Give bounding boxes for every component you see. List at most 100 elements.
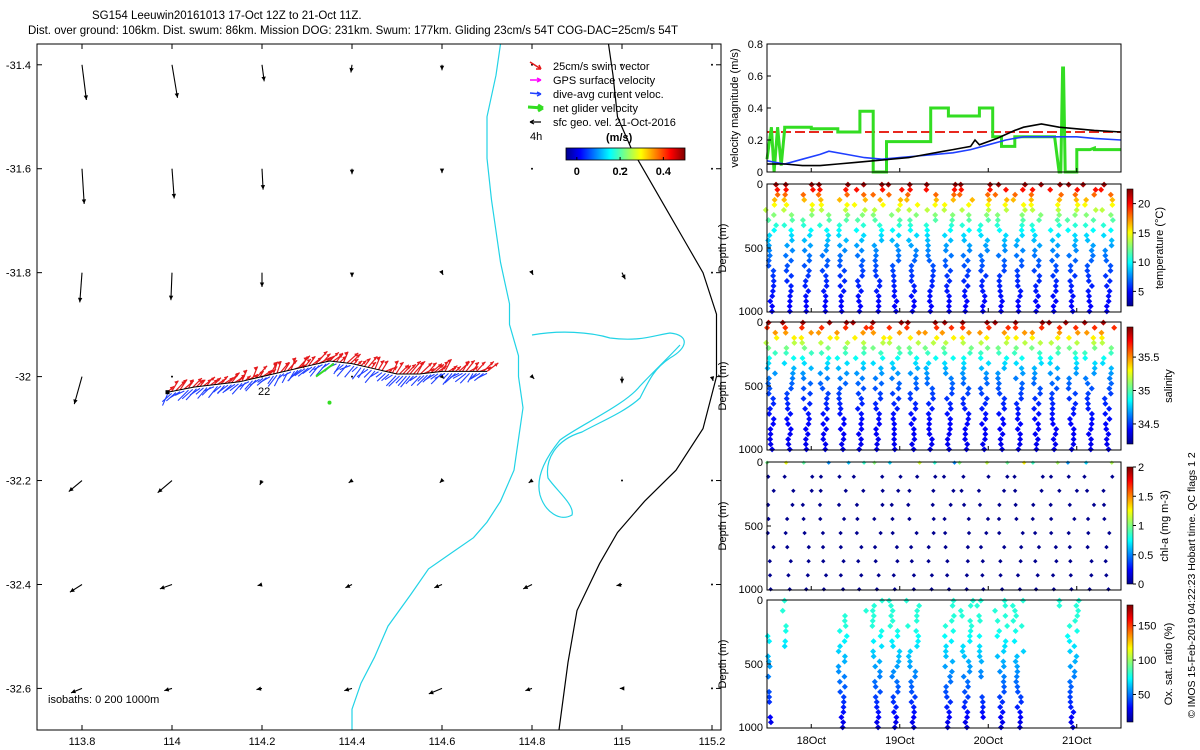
profile-point	[1103, 308, 1110, 315]
profile-point	[964, 257, 971, 264]
profile-point	[999, 719, 1006, 726]
map-xtick-label: 115.2	[699, 736, 726, 748]
profile-point	[907, 516, 912, 522]
profile-point	[791, 488, 796, 493]
profile-point	[1067, 421, 1074, 428]
profile-point	[842, 206, 849, 213]
swim-vector-head	[494, 362, 499, 367]
profile-point	[1089, 559, 1094, 564]
profile-point	[1031, 365, 1038, 372]
profile-point	[999, 298, 1006, 305]
profile-point	[788, 227, 795, 234]
profile-point	[996, 516, 1002, 522]
profile-point	[959, 324, 966, 331]
time-tick-label: 18Oct	[797, 735, 826, 747]
profile-point	[815, 191, 822, 198]
map-xtick-label: 114.4	[339, 736, 366, 748]
dac-vector	[430, 373, 439, 380]
profile-point	[948, 617, 955, 624]
profile-point	[1002, 544, 1007, 550]
depth-tick-label: 1000	[739, 584, 763, 596]
profile-point	[996, 530, 1002, 536]
profile-point	[771, 201, 778, 208]
profile-point	[858, 237, 865, 244]
profile-point	[808, 350, 815, 357]
profile-point	[1073, 360, 1080, 367]
profile-point	[1029, 227, 1036, 234]
profile-point	[976, 329, 983, 336]
profile-point	[766, 638, 773, 645]
geo-vector-head	[68, 486, 74, 492]
swim-vector-head	[334, 352, 339, 357]
profile-point	[962, 699, 969, 706]
profile-point	[1088, 283, 1095, 290]
swim-vector-head	[223, 376, 228, 381]
profile-point	[823, 247, 830, 254]
profile-point	[979, 704, 986, 711]
profile-point	[770, 212, 777, 219]
profile-point	[1001, 395, 1008, 402]
profile-point	[1003, 339, 1010, 346]
profile-point	[771, 370, 778, 377]
swim-vector-head	[323, 351, 328, 356]
profile-point	[949, 602, 956, 609]
profile-point	[1067, 544, 1073, 550]
profile-point	[855, 390, 862, 397]
profile-point	[802, 530, 807, 536]
profile-point	[1032, 298, 1039, 305]
profile-point	[984, 237, 991, 244]
profile-point	[949, 385, 956, 392]
swim-vector-head	[216, 377, 221, 382]
profile-point	[771, 196, 778, 203]
legend-geo: sfc geo. vel. 21-Oct-2016	[553, 117, 676, 129]
profile-point	[1087, 303, 1094, 310]
profile-point	[1070, 441, 1077, 448]
profile-point	[890, 365, 897, 372]
geo-vector-dot	[711, 583, 713, 586]
profile-point	[869, 622, 876, 629]
profile-point	[942, 648, 949, 655]
profile-point	[1103, 303, 1110, 310]
profile-point	[859, 267, 866, 274]
profile-point	[932, 319, 939, 326]
dac-vector	[277, 373, 285, 380]
profile-point	[947, 267, 954, 274]
profile-point	[872, 252, 879, 259]
profile-point	[1013, 252, 1020, 259]
oxygen-cbar-label: Ox. sat. ratio (%)	[1163, 623, 1175, 706]
profile-point	[1108, 237, 1115, 244]
profile-point	[1014, 298, 1021, 305]
profile-point	[1010, 617, 1017, 624]
profile-point	[880, 334, 887, 341]
geo-vector	[171, 168, 175, 199]
profile-point	[1085, 405, 1092, 412]
profile-point	[1033, 308, 1040, 315]
profile-point	[995, 380, 1002, 387]
swim-vector-head	[254, 374, 259, 379]
profile-point	[1037, 212, 1044, 219]
profile-point	[959, 319, 966, 326]
profile-point	[890, 272, 897, 279]
profile-point	[822, 446, 829, 453]
profile-point	[979, 709, 986, 716]
profile-point	[802, 283, 809, 290]
profile-point	[872, 262, 879, 269]
profile-point	[1049, 390, 1056, 397]
profile-point	[941, 319, 948, 326]
swim-vector-head	[210, 376, 215, 381]
colorbar-tick-label: 20	[1138, 199, 1150, 211]
profile-point	[872, 693, 879, 700]
profile-point	[996, 227, 1003, 234]
profile-point	[858, 426, 865, 433]
profile-point	[1013, 502, 1018, 508]
geo-vector-head	[344, 687, 350, 692]
profile-point	[1082, 355, 1089, 362]
profile-point	[942, 247, 949, 254]
profile-point	[960, 673, 967, 680]
profile-point	[984, 247, 991, 254]
profile-point	[1110, 474, 1115, 479]
profile-point	[906, 658, 913, 665]
profile-point	[1049, 415, 1056, 422]
profile-point	[1014, 516, 1019, 522]
